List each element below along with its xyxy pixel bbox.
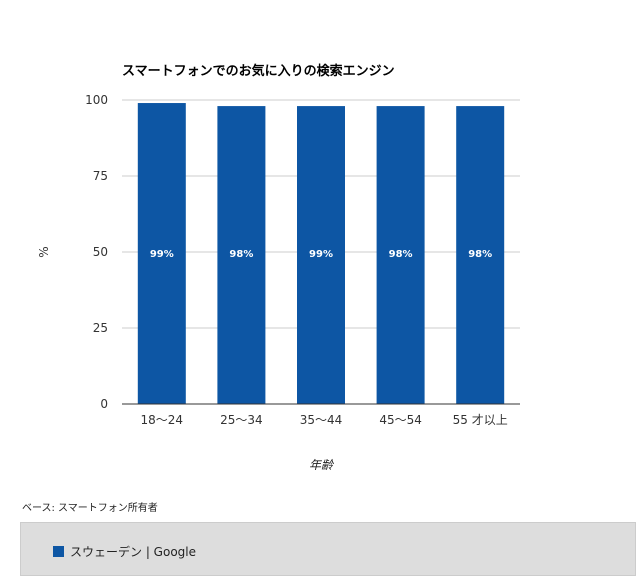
y-axis-title: %	[37, 246, 51, 257]
x-axis-title: 年齢	[309, 458, 335, 472]
bar-2	[297, 106, 345, 404]
bar-data-label-3: 98%	[389, 249, 413, 260]
bar-data-label-1: 98%	[229, 249, 253, 260]
legend-swatch	[53, 546, 64, 557]
y-tick-label-0: 0	[100, 397, 108, 411]
bar-0	[137, 103, 186, 404]
bar-chart-svg: 0 25 50 75 100 99% 18〜24 98% 25〜34 99% 35〜44 98% 45〜…	[37, 93, 520, 472]
legend-label: スウェーデン | Google	[70, 545, 196, 559]
x-tick-label-1: 25〜34	[220, 413, 263, 427]
x-tick-label-2: 35〜44	[300, 413, 343, 427]
bar-3	[376, 106, 425, 404]
x-tick-label-3: 45〜54	[379, 413, 422, 427]
x-tick-label-0: 18〜24	[141, 413, 184, 427]
chart: スマートフォンでのお気に入りの検索エンジン 0 25 50 75 100 99% 18〜24…	[37, 64, 520, 472]
legend: スウェーデン | Google	[20, 522, 636, 576]
bar-4	[456, 106, 505, 404]
bar-1	[217, 106, 266, 404]
bar-data-label-0: 99%	[150, 249, 174, 260]
bar-data-label-2: 99%	[309, 249, 333, 260]
x-tick-label-4: 55 才以上	[453, 413, 508, 427]
legend-item[interactable]: スウェーデン | Google	[53, 543, 196, 560]
y-tick-label-75: 75	[93, 169, 108, 183]
chart-title: スマートフォンでのお気に入りの検索エンジン	[122, 64, 395, 79]
y-tick-label-100: 100	[85, 93, 108, 107]
y-tick-label-25: 25	[93, 321, 108, 335]
bar-data-label-4: 98%	[468, 249, 492, 260]
base-note: ベース: スマートフォン所有者	[22, 503, 158, 514]
y-tick-label-50: 50	[93, 245, 108, 259]
